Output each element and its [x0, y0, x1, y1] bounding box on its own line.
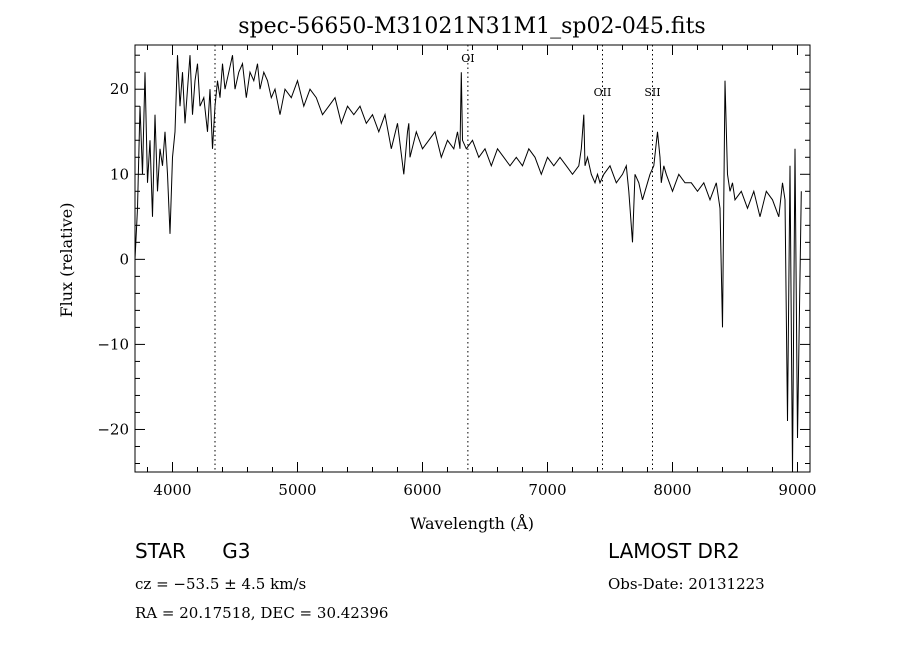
- redshift-readout: cz = −53.5 ± 4.5 km/s: [135, 575, 307, 593]
- y-tick-label-3: 10: [110, 165, 129, 183]
- spectral-type: G3: [222, 539, 251, 563]
- line-marker-label-2: OII: [594, 86, 612, 99]
- survey-name: LAMOST DR2: [608, 539, 740, 563]
- object-class: STAR G3: [135, 539, 251, 563]
- x-tick-label-3: 7000: [528, 481, 566, 499]
- object-class-label: STAR: [135, 539, 186, 563]
- x-tick-label-5: 9000: [778, 481, 816, 499]
- y-tick-label-0: −20: [97, 420, 129, 438]
- x-axis-label: Wavelength (Å): [410, 513, 534, 533]
- plot-frame: [134, 44, 811, 473]
- chart-title: spec-56650-M31021N31M1_sp02-045.fits: [238, 14, 705, 39]
- observation-date: Obs-Date: 20131223: [608, 575, 765, 593]
- y-tick-label-1: −10: [97, 335, 129, 353]
- coordinates-readout: RA = 20.17518, DEC = 30.42396: [135, 604, 389, 622]
- y-tick-label-2: 0: [119, 250, 129, 268]
- line-marker-label-1: OI: [461, 52, 474, 65]
- spectrum-series-line: [134, 55, 802, 473]
- line-marker-label-3: SII: [644, 86, 660, 99]
- y-tick-label-4: 20: [110, 80, 129, 98]
- y-axis-label-group: Flux (relative): [57, 203, 76, 318]
- y-axis-label: Flux (relative): [57, 203, 76, 318]
- spectrum-chart: spec-56650-M31021N31M1_sp02-045.fits Flu…: [57, 14, 817, 533]
- x-tick-label-4: 8000: [653, 481, 691, 499]
- x-tick-label-1: 5000: [278, 481, 316, 499]
- x-tick-label-2: 6000: [403, 481, 441, 499]
- plot-layer: OI OII SII 4000 5000 6000 7000 8000 9000 −20 −10 0 1…: [97, 45, 817, 499]
- x-tick-label-0: 4000: [153, 481, 191, 499]
